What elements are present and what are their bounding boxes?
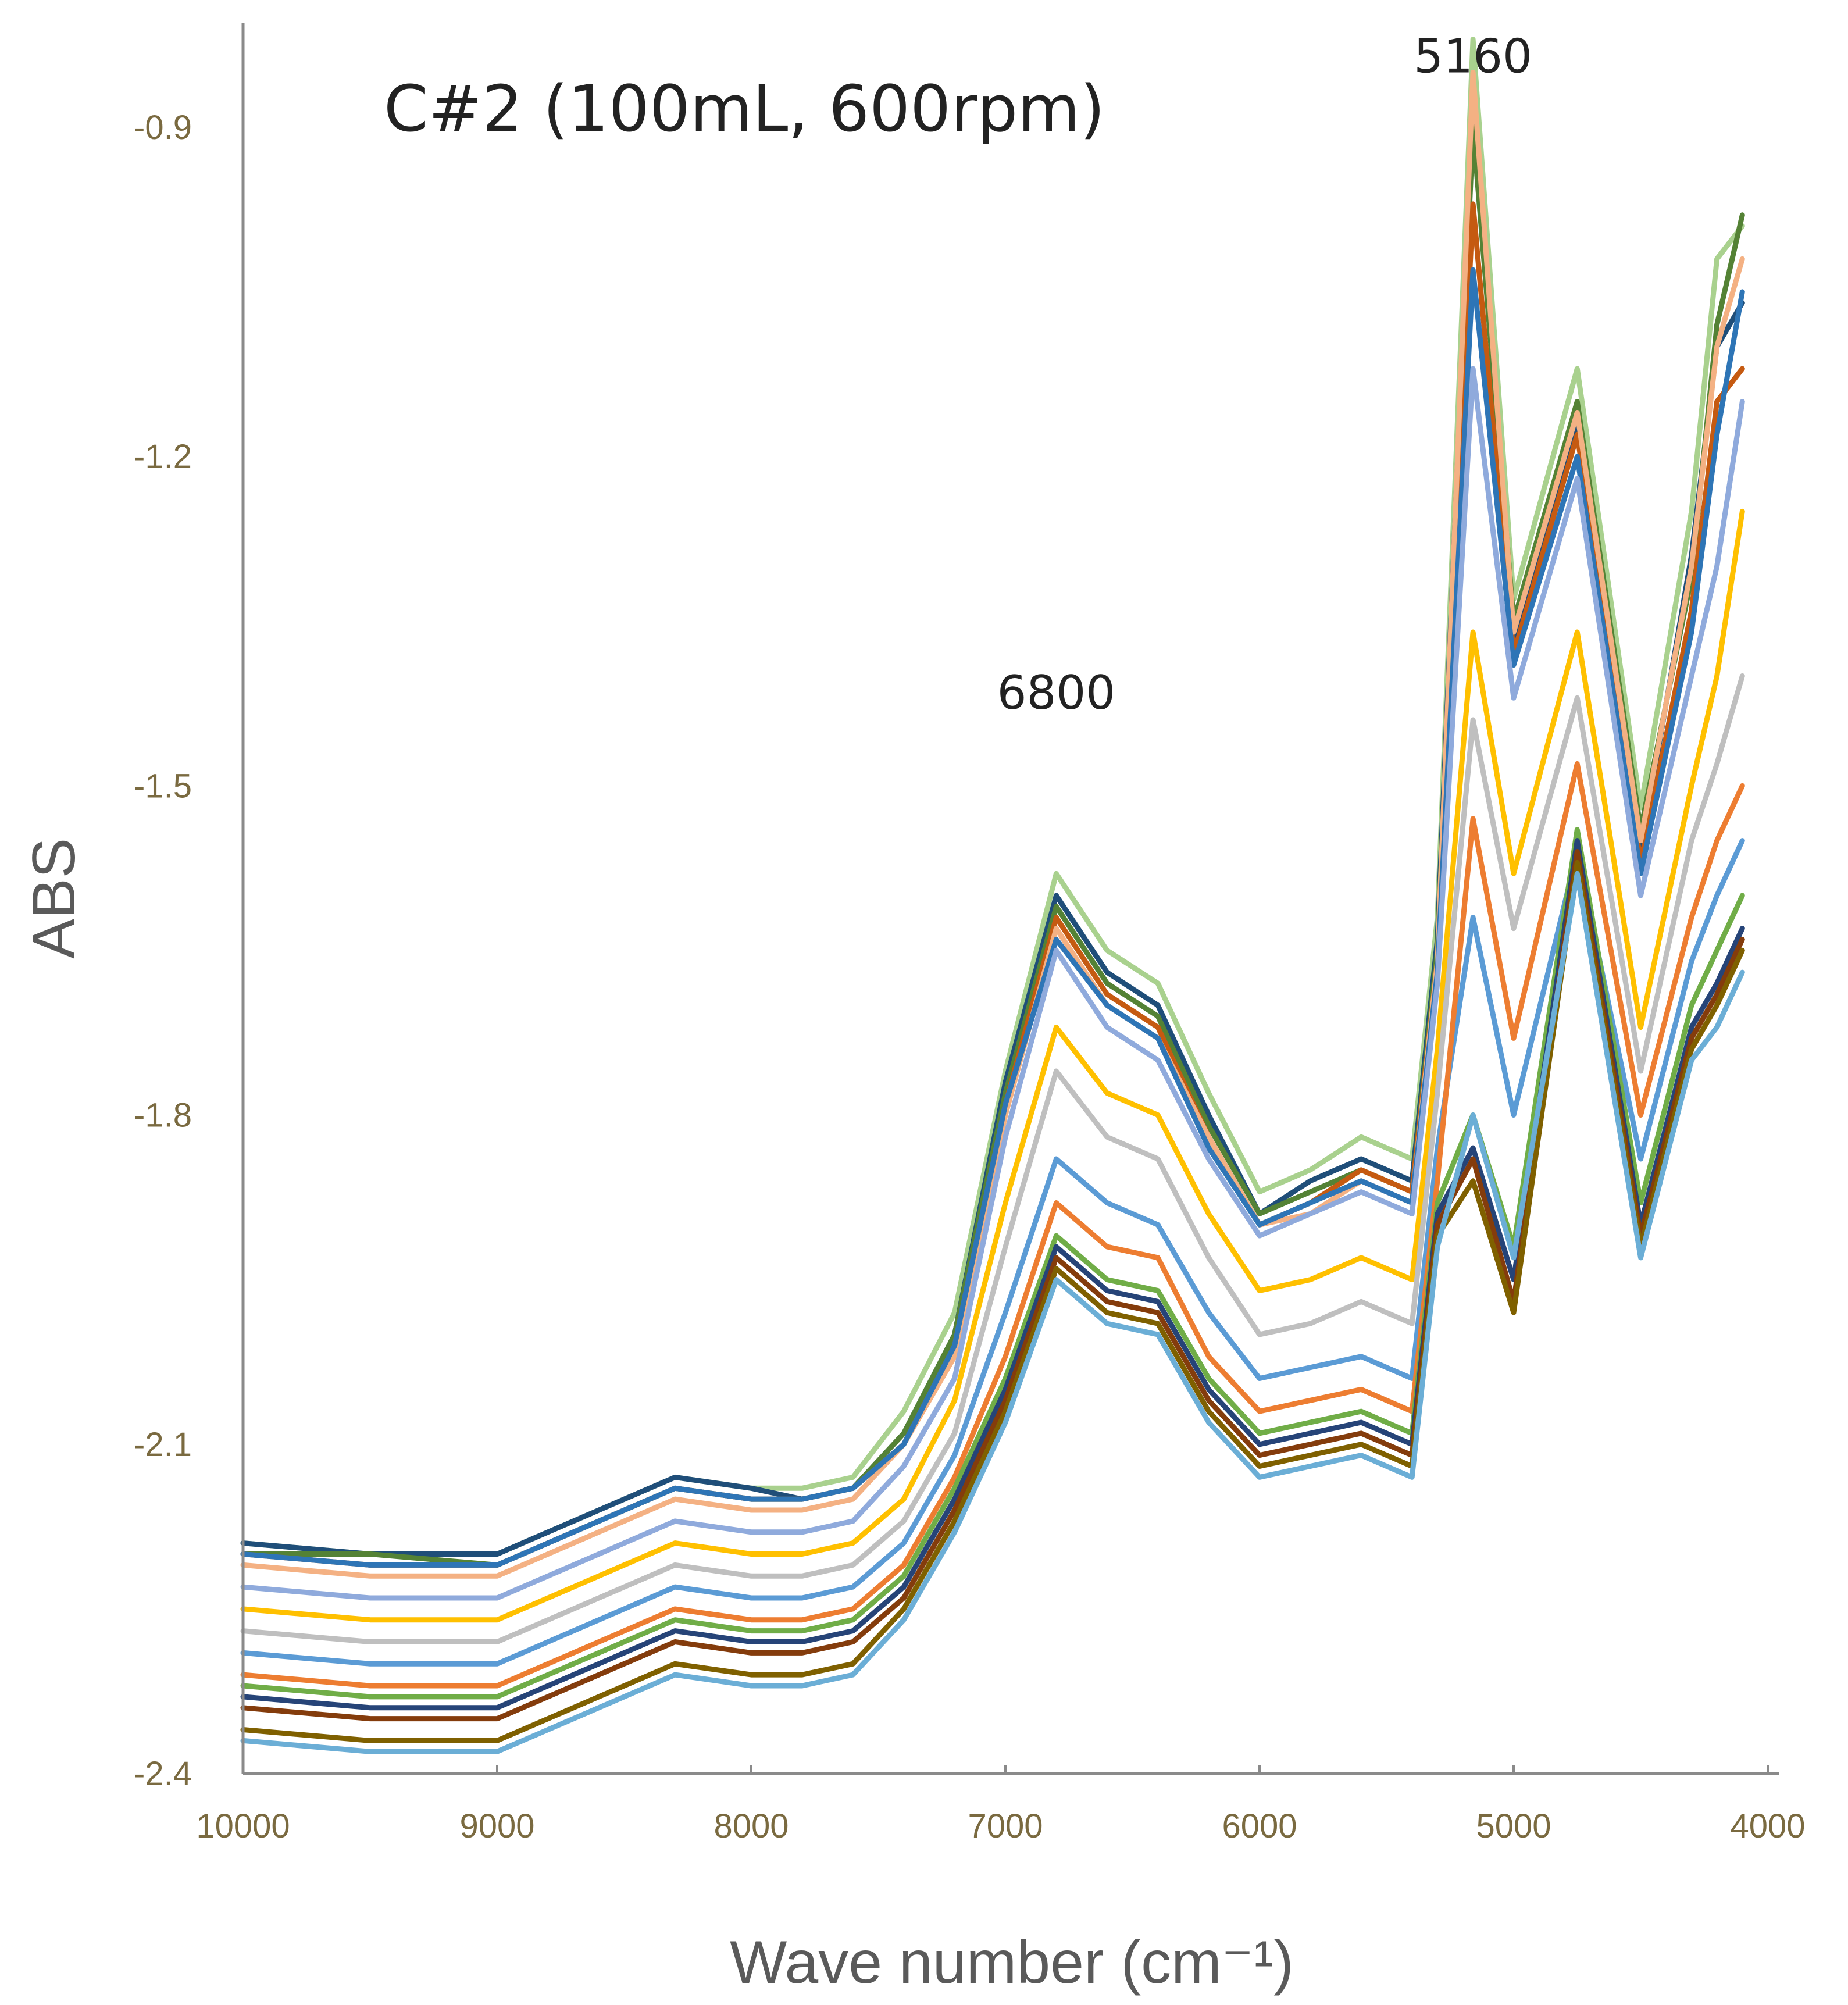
series-line-s08 [240, 508, 1745, 1623]
x-tick-label: 8000 [713, 1807, 789, 1845]
y-tick-label: -1.2 [134, 438, 192, 476]
x-tick-label: 6000 [1222, 1807, 1297, 1845]
y-tick-label: -1.5 [134, 767, 192, 805]
x-ticks: 10000 9000 8000 7000 6000 5000 4000 [196, 1765, 1806, 1845]
series-line-s15 [240, 859, 1745, 1743]
series-line-s12 [240, 827, 1745, 1700]
series-line-s10 [240, 838, 1745, 1667]
x-axis-title: Wave number (cm⁻¹) [730, 1929, 1294, 1996]
x-tick-label: 5000 [1476, 1807, 1551, 1845]
series-line-s09 [240, 673, 1745, 1644]
y-tick-label: -1.8 [134, 1097, 192, 1134]
chart-title: C#2 (100mL, 600rpm) [384, 72, 1105, 146]
x-tick-label: 7000 [968, 1807, 1043, 1845]
series-line-s16 [240, 871, 1745, 1754]
series-line-s02 [240, 91, 1745, 1557]
y-tick-label: -2.4 [134, 1755, 192, 1793]
series-line-s06 [240, 267, 1745, 1568]
x-tick-label: 4000 [1730, 1807, 1805, 1845]
y-tick-label: -2.1 [134, 1426, 192, 1464]
y-tick-label: -0.9 [134, 109, 192, 147]
x-tick-label: 10000 [196, 1807, 290, 1845]
series-line-s11 [240, 761, 1745, 1689]
x-tick-label: 9000 [459, 1807, 534, 1845]
y-ticks: -0.9 -1.2 -1.5 -1.8 -2.1 -2.4 [134, 109, 192, 1793]
series-line-s07 [240, 366, 1745, 1601]
series-layer [240, 37, 1745, 1754]
peak-label-6800: 6800 [997, 666, 1116, 720]
y-axis-title: ABS [20, 838, 88, 959]
peak-label-5160: 5160 [1414, 29, 1532, 83]
